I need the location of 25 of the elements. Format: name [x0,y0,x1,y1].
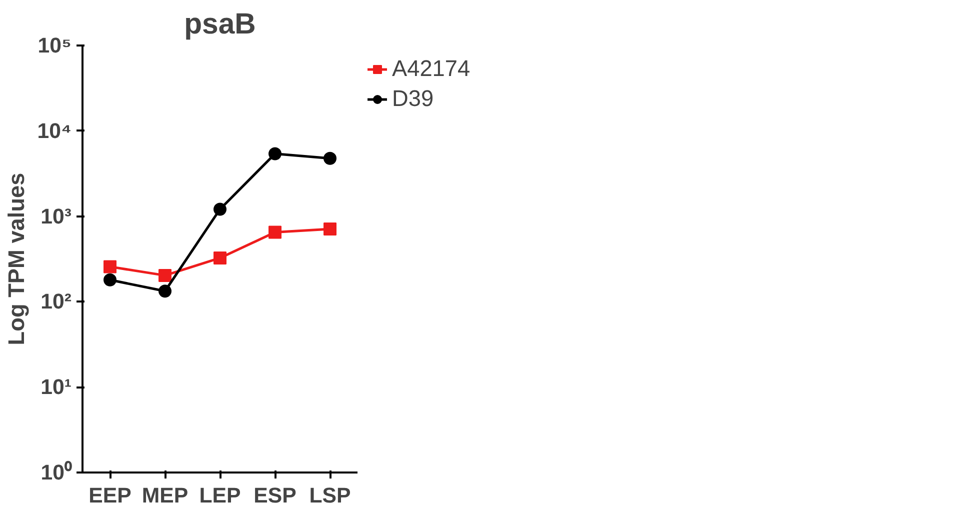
x-tick-label: MEP [142,484,188,508]
point [214,202,226,216]
y-tick-label: 10¹ [40,375,72,400]
y-tick-label: 10⁵ [38,34,72,58]
point [214,251,226,264]
point [104,260,116,274]
x-tick-label: ESP [254,484,296,508]
y-tick-label: 10⁴ [37,118,72,143]
y-tick-label: 10² [40,290,72,314]
x-tick-label: LSP [309,484,351,508]
point [158,268,172,282]
point [268,147,282,160]
x-tick-label: LEP [199,484,241,508]
y-tick-label: 10⁰ [40,460,72,484]
point [324,152,336,165]
legend-label: A42174 [392,55,470,82]
point [104,273,116,286]
chart-title: psaB [184,8,256,40]
y-tick-label: 10³ [40,204,72,228]
legend-label: D39 [392,85,434,112]
point [324,222,336,236]
point [158,284,172,298]
x-tick-label: EEP [88,484,132,508]
y-axis-title: Log TPM values [3,172,30,346]
point [268,226,282,239]
